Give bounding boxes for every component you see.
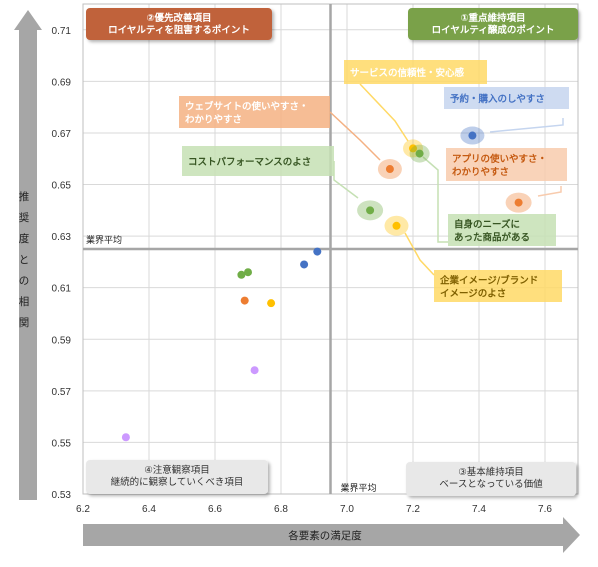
quadrant-label-q3: ベースとなっている価値 — [439, 478, 543, 490]
y-tick-label: 0.65 — [52, 181, 72, 192]
quadrant-box-q1 — [408, 8, 578, 40]
data-point — [267, 299, 276, 308]
data-point — [313, 247, 322, 256]
annotation-label: コストパフォーマンスのよさ — [188, 156, 311, 168]
data-point — [409, 144, 417, 153]
data-point — [300, 260, 309, 269]
x-axis-label: 各要素の満足度 — [288, 529, 362, 542]
y-axis-label-char: 関 — [19, 317, 30, 329]
data-point — [121, 433, 130, 442]
quadrant-box-q4 — [86, 460, 268, 494]
annotation-box — [182, 146, 334, 176]
annotation-label: サービスの信頼性・安心感 — [350, 67, 465, 79]
quadrant-label-q4: 継続的に観察していくべき項目 — [111, 476, 244, 488]
x-tick-label: 7.2 — [406, 504, 420, 515]
annotation-leader — [404, 232, 435, 276]
x-tick-label: 7.4 — [472, 504, 486, 515]
data-point — [468, 131, 477, 140]
y-tick-label: 0.59 — [52, 335, 72, 346]
data-point — [244, 268, 252, 277]
annotation-box — [179, 96, 330, 128]
quadrant-label-q3: ③基本維持項目 — [458, 466, 524, 478]
y-axis-label-char: と — [19, 254, 30, 266]
y-tick-label: 0.67 — [52, 129, 72, 140]
annotation-label: 予約・購入のしやすさ — [450, 93, 545, 105]
annotation-box — [446, 148, 567, 181]
x-tick-label: 6.6 — [208, 504, 222, 515]
annotation-box — [444, 87, 569, 109]
annotation-leader — [329, 111, 381, 161]
x-tick-label: 7.6 — [538, 504, 552, 515]
avg-x-label: 業界平均 — [341, 482, 377, 494]
annotation-box — [434, 270, 562, 302]
annotation-label: イメージのよさ — [440, 289, 506, 300]
annotation-box — [448, 214, 556, 246]
annotation-leader — [359, 83, 409, 142]
data-point — [392, 221, 401, 230]
data-point — [385, 165, 394, 174]
annotation-leader — [333, 161, 359, 199]
quadrant-label-q4: ④注意観察項目 — [144, 464, 210, 476]
y-axis-label-char: 奨 — [19, 211, 30, 224]
data-point — [514, 198, 523, 207]
quadrant-box-q2 — [86, 8, 272, 40]
quadrant-label-q1: ①重点維持項目 — [460, 12, 525, 24]
annotation-label: 自身のニーズに — [454, 219, 520, 231]
y-tick-label: 0.61 — [52, 284, 72, 295]
data-point — [240, 296, 249, 305]
annotation-box — [344, 60, 487, 84]
y-axis-label-char: 相 — [19, 295, 30, 308]
quadrant-label-q2: ②優先改善項目 — [146, 12, 211, 24]
y-tick-label: 0.63 — [52, 232, 72, 243]
y-axis-arrow — [14, 10, 42, 500]
annotation-label: 企業イメージ/ブランド — [439, 275, 538, 287]
y-tick-label: 0.53 — [52, 490, 72, 501]
x-tick-label: 6.8 — [274, 504, 288, 515]
y-tick-label: 0.69 — [52, 77, 72, 88]
quadrant-label-q1: ロイヤルティ醸成のポイント — [432, 24, 555, 36]
data-point — [415, 149, 424, 158]
y-axis-label-char: 度 — [19, 232, 30, 245]
data-point — [366, 206, 375, 215]
y-axis-label-char: 推 — [19, 190, 30, 203]
x-tick-label: 6.2 — [76, 504, 90, 515]
annotation-leader — [537, 186, 562, 197]
data-point — [250, 366, 259, 375]
annotation-label: わかりやすさ — [185, 115, 242, 126]
y-tick-label: 0.71 — [52, 26, 72, 37]
x-tick-label: 6.4 — [142, 504, 156, 515]
quadrant-label-q2: ロイヤルティを阻害するポイント — [108, 24, 250, 36]
annotation-label: アプリの使いやすさ・ — [452, 153, 547, 165]
annotation-label: わかりやすさ — [452, 167, 509, 178]
quadrant-box-q3 — [406, 462, 576, 496]
annotation-leader — [422, 156, 448, 243]
y-tick-label: 0.57 — [52, 387, 72, 398]
annotation-leader — [489, 118, 564, 133]
data-point — [237, 270, 246, 279]
y-axis-label-char: の — [19, 275, 30, 287]
x-axis-arrow — [83, 517, 580, 553]
annotation-label: あった商品がある — [454, 232, 530, 244]
y-tick-label: 0.55 — [52, 438, 72, 449]
avg-y-label: 業界平均 — [86, 234, 122, 246]
x-tick-label: 7.0 — [340, 504, 354, 515]
annotation-label: ウェブサイトの使いやすさ・ — [185, 101, 309, 113]
